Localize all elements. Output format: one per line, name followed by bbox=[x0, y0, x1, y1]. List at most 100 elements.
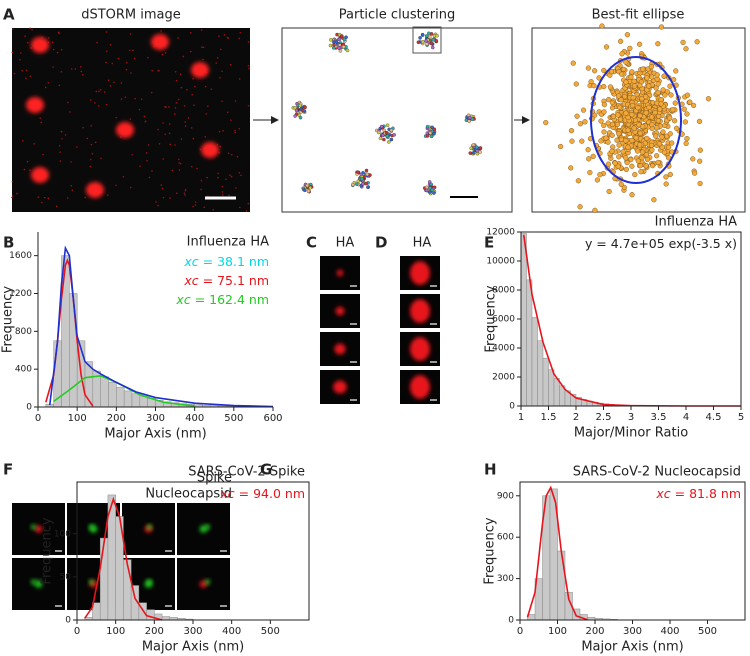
x-axis-label: Major/Minor Ratio bbox=[574, 426, 688, 441]
localization bbox=[620, 149, 626, 155]
x-tick-label: 500 bbox=[261, 626, 280, 637]
x-tick-label: 400 bbox=[660, 626, 679, 637]
signal bbox=[34, 525, 43, 533]
cluster-point bbox=[429, 182, 433, 187]
localization bbox=[605, 120, 611, 126]
speckle bbox=[151, 69, 153, 72]
localization bbox=[655, 41, 661, 47]
speckle bbox=[221, 185, 223, 188]
x-tick-label: 200 bbox=[107, 413, 126, 424]
speckle bbox=[21, 69, 23, 72]
localization bbox=[633, 135, 639, 141]
bar bbox=[92, 602, 101, 621]
cluster-point bbox=[478, 146, 483, 150]
localization bbox=[623, 110, 629, 116]
speckle bbox=[80, 65, 82, 68]
cluster-point bbox=[351, 182, 355, 187]
speckle bbox=[81, 74, 84, 76]
speckle bbox=[120, 98, 123, 100]
localization bbox=[663, 181, 669, 187]
chart-title: Influenza HA bbox=[187, 235, 269, 250]
localization bbox=[649, 74, 655, 80]
speckle bbox=[47, 81, 50, 84]
speckle bbox=[98, 90, 100, 93]
speckle bbox=[226, 111, 229, 114]
speckle bbox=[236, 155, 239, 158]
signal bbox=[410, 261, 430, 285]
speckle bbox=[162, 196, 165, 199]
x-tick-label: 3.5 bbox=[651, 412, 667, 423]
speckle bbox=[168, 106, 170, 108]
panel-title: Particle clustering bbox=[339, 8, 455, 23]
speckle bbox=[245, 210, 248, 212]
bar bbox=[557, 550, 566, 621]
bar bbox=[146, 609, 155, 621]
localization bbox=[573, 81, 579, 87]
speckle bbox=[219, 76, 221, 79]
speckle bbox=[173, 113, 176, 115]
speckle bbox=[64, 134, 67, 136]
localization bbox=[592, 68, 598, 74]
speckle bbox=[51, 41, 54, 44]
localization bbox=[577, 204, 583, 210]
speckle bbox=[227, 152, 230, 155]
cluster-point bbox=[428, 186, 432, 190]
speckle bbox=[11, 195, 14, 197]
selection-box bbox=[412, 26, 442, 54]
localization bbox=[612, 160, 618, 166]
localization bbox=[586, 156, 592, 162]
speckle bbox=[19, 58, 21, 61]
annotation-symbol: xc bbox=[219, 486, 234, 501]
speckle bbox=[105, 103, 108, 106]
localization bbox=[615, 163, 621, 169]
speckle bbox=[16, 192, 18, 195]
localization bbox=[569, 138, 575, 144]
cluster-point bbox=[471, 143, 476, 147]
speckle bbox=[129, 118, 132, 120]
speckle bbox=[218, 130, 221, 133]
speckle bbox=[29, 75, 32, 78]
localization bbox=[661, 73, 667, 79]
cluster-point bbox=[425, 185, 429, 190]
localization bbox=[682, 119, 689, 125]
speckle bbox=[204, 85, 207, 88]
localization bbox=[605, 139, 611, 145]
localization bbox=[579, 138, 585, 144]
speckle bbox=[147, 144, 150, 146]
particle bbox=[31, 167, 49, 183]
localization bbox=[670, 107, 676, 113]
speckle bbox=[180, 86, 183, 89]
cluster-point bbox=[418, 36, 422, 40]
speckle bbox=[175, 79, 178, 82]
speckle bbox=[201, 46, 203, 48]
cluster-point bbox=[385, 134, 390, 138]
y-axis-label: Frequency bbox=[40, 517, 55, 584]
cluster-point bbox=[389, 128, 394, 133]
speckle bbox=[247, 41, 250, 43]
annotation-symbol: xc bbox=[183, 254, 198, 269]
localization bbox=[640, 149, 646, 155]
particle bbox=[191, 62, 209, 78]
localization bbox=[568, 128, 575, 134]
speckle bbox=[117, 57, 120, 60]
panel-label: G bbox=[260, 461, 272, 479]
x-tick-label: 0 bbox=[35, 413, 41, 424]
cluster-point bbox=[328, 43, 333, 48]
speckle bbox=[120, 82, 123, 84]
localization bbox=[694, 39, 700, 45]
speckle bbox=[177, 98, 180, 101]
speckle bbox=[178, 162, 180, 164]
speckle bbox=[247, 104, 250, 107]
speckle bbox=[221, 191, 224, 193]
fit-ellipse bbox=[590, 56, 682, 184]
speckle bbox=[189, 31, 192, 34]
localization bbox=[667, 83, 673, 89]
chart-title: SARS-CoV-2 Nucleocapsid bbox=[573, 465, 741, 480]
speckle bbox=[229, 174, 231, 177]
localization bbox=[621, 66, 627, 72]
speckle bbox=[80, 70, 83, 73]
bar bbox=[131, 393, 141, 408]
cluster-point bbox=[298, 103, 303, 108]
speckle bbox=[235, 187, 237, 189]
speckle bbox=[106, 194, 109, 196]
